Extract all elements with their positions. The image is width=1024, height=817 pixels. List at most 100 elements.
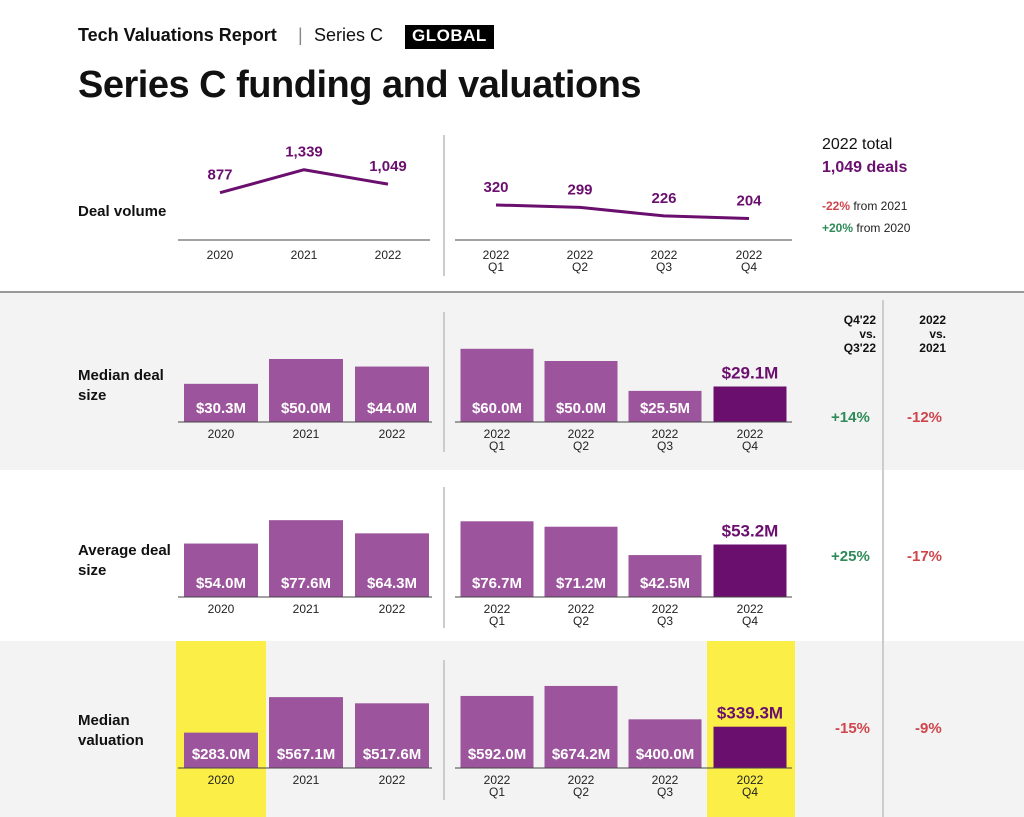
average-size-annual-tick-0: 2020 (208, 602, 235, 616)
change-from-2021: -22% from 2021 (822, 199, 907, 213)
valuation-quarterly-tick-2-year: 2022 (652, 773, 679, 787)
median-size-quarterly-bar-3 (713, 386, 787, 422)
average-size-quarterly-bar-2 (628, 555, 702, 597)
page-title: Series C funding and valuations (78, 64, 642, 106)
median-size-quarterly-tick-2-quarter: Q3 (657, 439, 673, 453)
median-size-quarterly-value-label-2: $25.5M (640, 400, 690, 417)
highlight-2020-valuation (176, 641, 266, 817)
volume-quarterly-tick-0-year: 2022 (483, 248, 510, 262)
median-size-yoy-change: -12% (907, 409, 943, 426)
average-size-quarterly-tick-3-year: 2022 (737, 602, 764, 616)
average-size-annual-bar-2 (355, 533, 429, 597)
valuation-quarterly-tick-1-year: 2022 (568, 773, 595, 787)
median-size-annual-tick-2: 2022 (379, 427, 406, 441)
average-size-yoy-change: -17% (907, 548, 943, 565)
valuation-quarterly-value-label-2: $400.0M (636, 746, 694, 763)
median-size-quarterly-tick-2-year: 2022 (652, 427, 679, 441)
header-qoq-change: Q4'22 vs. Q3'22 (843, 313, 876, 355)
valuation-annual-value-label-1: $567.1M (277, 746, 335, 763)
header-separator: | (298, 25, 303, 45)
average-size-quarterly-value-label-2: $42.5M (640, 575, 690, 592)
average-size-quarterly-bar-0 (460, 521, 534, 597)
row-label-median-valuation: Median valuation (78, 712, 144, 749)
average-size-annual-tick-2: 2022 (379, 602, 406, 616)
average-size-qoq-change: +25% (831, 548, 870, 565)
volume-quarterly-value-label-2: 226 (651, 190, 676, 207)
median-size-quarterly-bar-2 (628, 390, 702, 422)
average-size-quarterly-tick-0-quarter: Q1 (489, 614, 505, 628)
change-from-2020: +20% from 2020 (822, 221, 910, 235)
average-size-quarterly-value-label-1: $71.2M (556, 575, 606, 592)
valuation-yoy-change: -9% (915, 720, 942, 737)
valuation-quarterly-tick-2-quarter: Q3 (657, 785, 673, 799)
valuation-quarterly-bar-1 (544, 685, 618, 768)
volume-quarterly-value-label-0: 320 (483, 179, 508, 196)
row-label-average-deal-size: Average deal size (78, 542, 171, 579)
average-size-quarterly-tick-2-quarter: Q3 (657, 614, 673, 628)
volume-annual-value-label-1: 1,339 (285, 144, 323, 161)
volume-annual-tick-2: 2022 (375, 248, 402, 262)
median-size-qoq-change: +14% (831, 409, 870, 426)
volume-quarterly-value-label-3: 204 (736, 192, 762, 209)
valuation-quarterly-value-label-3: $339.3M (717, 704, 783, 723)
average-size-quarterly-tick-2-year: 2022 (652, 602, 679, 616)
valuation-annual-bar-2 (355, 703, 429, 768)
valuation-quarterly-bar-3 (713, 726, 787, 768)
median-size-quarterly-value-label-0: $60.0M (472, 400, 522, 417)
average-size-annual-value-label-0: $54.0M (196, 575, 246, 592)
average-size-annual-bar-0 (184, 543, 258, 597)
volume-annual-value-label-0: 877 (207, 167, 232, 184)
median-size-annual-bar-1 (269, 359, 343, 422)
median-size-quarterly-bar-0 (460, 348, 534, 422)
valuation-annual-bar-0 (184, 732, 258, 768)
volume-annual-value-label-2: 1,049 (369, 158, 407, 175)
average-size-quarterly-tick-1-year: 2022 (568, 602, 595, 616)
valuation-quarterly-value-label-0: $592.0M (468, 746, 526, 763)
median-size-annual-bar-0 (184, 383, 258, 422)
median-size-quarterly-tick-3-quarter: Q4 (742, 439, 758, 453)
median-size-annual-value-label-2: $44.0M (367, 400, 417, 417)
average-size-quarterly-tick-3-quarter: Q4 (742, 614, 758, 628)
volume-quarterly-tick-2-year: 2022 (651, 248, 678, 262)
median-size-quarterly-tick-3-year: 2022 (737, 427, 764, 441)
header-yoy-change: 2022 vs. 2021 (919, 313, 946, 355)
median-size-quarterly-value-label-1: $50.0M (556, 400, 606, 417)
median-size-quarterly-tick-0-year: 2022 (484, 427, 511, 441)
valuation-quarterly-bar-2 (628, 719, 702, 768)
row-label-deal-volume: Deal volume (78, 203, 167, 220)
valuation-annual-tick-2: 2022 (379, 773, 406, 787)
report-name: Tech Valuations Report (78, 25, 277, 45)
valuation-annual-tick-0: 2020 (208, 773, 235, 787)
average-size-quarterly-tick-1-quarter: Q2 (573, 614, 589, 628)
valuation-quarterly-tick-3-year: 2022 (737, 773, 764, 787)
average-size-annual-value-label-1: $77.6M (281, 575, 331, 592)
median-size-quarterly-value-label-3: $29.1M (722, 363, 779, 382)
volume-annual-tick-1: 2021 (291, 248, 318, 262)
valuation-quarterly-tick-1-quarter: Q2 (573, 785, 589, 799)
valuation-qoq-change: -15% (835, 720, 871, 737)
median-size-quarterly-tick-0-quarter: Q1 (489, 439, 505, 453)
valuation-quarterly-tick-3-quarter: Q4 (742, 785, 758, 799)
valuation-quarterly-tick-0-quarter: Q1 (489, 785, 505, 799)
median-size-quarterly-tick-1-quarter: Q2 (573, 439, 589, 453)
average-size-annual-value-label-2: $64.3M (367, 575, 417, 592)
region-badge: GLOBAL (405, 25, 494, 49)
volume-annual-tick-0: 2020 (207, 248, 234, 262)
valuation-annual-tick-1: 2021 (293, 773, 320, 787)
valuation-quarterly-tick-0-year: 2022 (484, 773, 511, 787)
median-size-quarterly-tick-1-year: 2022 (568, 427, 595, 441)
average-size-quarterly-tick-0-year: 2022 (484, 602, 511, 616)
volume-quarterly-tick-3-quarter: Q4 (741, 260, 757, 274)
valuation-quarterly-bar-0 (460, 695, 534, 768)
volume-quarterly-tick-0-quarter: Q1 (488, 260, 504, 274)
average-size-annual-tick-1: 2021 (293, 602, 320, 616)
valuation-annual-value-label-0: $283.0M (192, 746, 250, 763)
median-size-annual-bar-2 (355, 366, 429, 422)
average-size-quarterly-value-label-0: $76.7M (472, 575, 522, 592)
median-size-quarterly-bar-1 (544, 361, 618, 422)
volume-annual-line (219, 168, 389, 195)
average-size-annual-bar-1 (269, 520, 343, 597)
valuation-quarterly-value-label-1: $674.2M (552, 746, 610, 763)
